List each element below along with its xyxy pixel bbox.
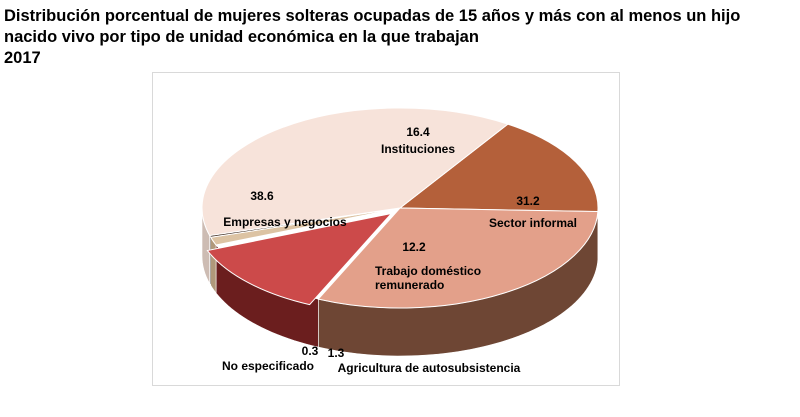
value-label-empresas-y-negocios: 38.6 [250, 189, 274, 203]
pie-slices [201, 107, 599, 309]
side-agricultura-de-autosubsistencia [210, 236, 217, 294]
value-label-no-especificado: 0.3 [302, 344, 319, 358]
category-label-trabajo-domestico-remunerado-line-1: Trabajo doméstico [375, 264, 481, 278]
category-label-agricultura-de-autosubsistencia: Agricultura de autosubsistencia [338, 361, 521, 375]
slice-instituciones [398, 123, 599, 213]
slice-sector-informal [317, 207, 599, 309]
title-line-2: nacido vivo por tipo de unidad económica… [4, 28, 479, 46]
category-label-empresas-y-negocios: Empresas y negocios [223, 215, 347, 229]
title-line-1: Distribución porcentual de mujeres solte… [4, 7, 741, 25]
title-year: 2017 [4, 49, 41, 67]
category-label-sector-informal: Sector informal [489, 216, 577, 230]
value-label-sector-informal: 31.2 [516, 194, 540, 208]
slice-empresas-y-negocios [201, 107, 509, 237]
category-label-no-especificado: No especificado [222, 359, 314, 373]
category-label-trabajo-domestico-remunerado-line-2: remunerado [375, 278, 444, 292]
category-label-instituciones: Instituciones [381, 142, 455, 156]
value-label-instituciones: 16.4 [406, 125, 430, 139]
pie-labels: 16.4 Instituciones 31.2 Sector informal 12.2… [222, 125, 577, 375]
value-label-agricultura-de-autosubsistencia: 1.3 [328, 346, 345, 360]
slice-trabajo-domestico-remunerado [206, 212, 393, 306]
value-label-trabajo-domestico-remunerado: 12.2 [402, 240, 426, 254]
chart-title: Distribución porcentual de mujeres solte… [4, 6, 800, 69]
